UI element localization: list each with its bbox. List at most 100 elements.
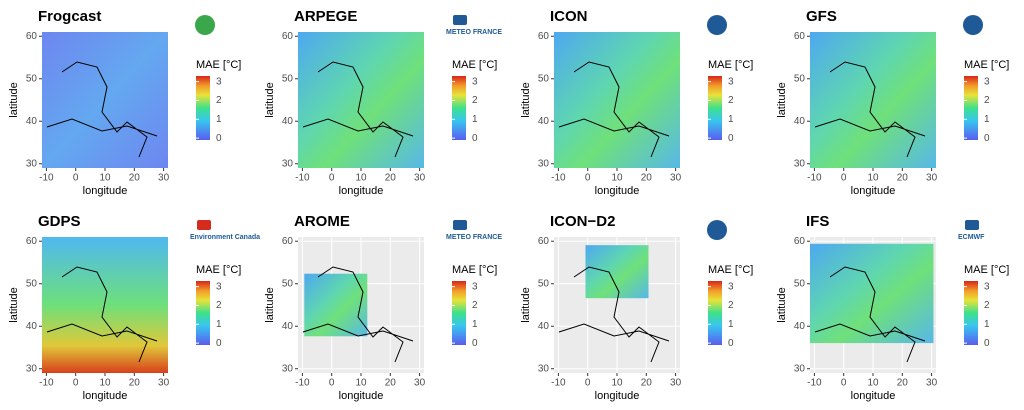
y-axis-label: latitude: [776, 287, 788, 322]
colorbar-tick-label: 1: [472, 114, 478, 125]
y-tick-label: 50: [538, 73, 550, 84]
error-field: [554, 32, 680, 168]
y-tick-label: 50: [538, 278, 550, 289]
x-tick-label: -10: [807, 378, 822, 389]
x-tick-label: 10: [611, 173, 623, 184]
panel-title: ICON: [550, 8, 588, 25]
panel-title: IFS: [806, 213, 829, 230]
x-tick-label: 30: [414, 173, 426, 184]
coastline: [558, 266, 670, 363]
colorbar: [452, 76, 466, 140]
y-tick-label: 30: [282, 158, 294, 169]
x-tick-label: 10: [99, 378, 111, 389]
y-tick-label: 60: [794, 236, 806, 247]
colorbar-tick-label: 3: [216, 76, 222, 87]
y-tick-label: 50: [26, 73, 38, 84]
y-tick-label: 40: [538, 116, 550, 127]
panel-title: ICON−D2: [550, 213, 615, 230]
colorbar-tick-label: 1: [216, 114, 222, 125]
x-axis-label: longitude: [83, 390, 128, 402]
x-tick-label: 30: [158, 173, 170, 184]
x-tick-label: 30: [414, 378, 426, 389]
panel-title: GDPS: [38, 213, 81, 230]
x-tick-label: -10: [39, 378, 54, 389]
error-field: [298, 32, 424, 168]
colorbar-tick-label: 0: [472, 133, 478, 144]
y-tick-label: 50: [794, 73, 806, 84]
colorbar-tick-label: 3: [984, 281, 990, 292]
coastline: [302, 61, 414, 158]
y-tick-label: 40: [282, 321, 294, 332]
y-tick-label: 40: [282, 116, 294, 127]
logo-text: METEO FRANCE: [446, 29, 502, 36]
x-tick-label: -10: [295, 173, 310, 184]
x-axis-label: longitude: [339, 390, 384, 402]
x-tick-label: 30: [926, 378, 938, 389]
x-tick-label: 10: [611, 378, 623, 389]
panel-title: GFS: [806, 8, 837, 25]
y-tick-label: 40: [26, 321, 38, 332]
logo-text: Environment Canada: [190, 234, 260, 241]
logo-text: ECMWF: [958, 234, 985, 241]
colorbar: [708, 281, 722, 345]
logo-icon: [965, 220, 979, 230]
colorbar-label: MAE [°C]: [196, 264, 241, 276]
y-axis-label: latitude: [776, 82, 788, 117]
y-tick-label: 30: [26, 158, 38, 169]
colorbar-tick-label: 0: [984, 133, 990, 144]
logo-icon: [707, 220, 727, 240]
y-axis-label: latitude: [520, 287, 532, 322]
x-tick-label: 30: [926, 173, 938, 184]
colorbar-tick-label: 3: [984, 76, 990, 87]
colorbar-tick-label: 1: [728, 114, 734, 125]
y-tick-label: 60: [538, 236, 550, 247]
x-axis-label: longitude: [851, 390, 896, 402]
colorbar-label: MAE [°C]: [708, 264, 753, 276]
x-axis-label: longitude: [83, 185, 128, 197]
coastline: [814, 61, 926, 158]
colorbar: [196, 281, 210, 345]
colorbar: [964, 281, 978, 345]
colorbar-tick-label: 1: [984, 319, 990, 330]
x-tick-label: 0: [73, 173, 79, 184]
logo-icon: [453, 220, 467, 230]
x-axis-label: longitude: [851, 185, 896, 197]
colorbar-label: MAE [°C]: [964, 59, 1009, 71]
panel-title: Frogcast: [38, 8, 101, 25]
colorbar-tick-label: 1: [216, 319, 222, 330]
y-axis-label: latitude: [264, 82, 276, 117]
colorbar-tick-label: 1: [984, 114, 990, 125]
x-tick-label: 10: [355, 173, 367, 184]
y-tick-label: 30: [538, 158, 550, 169]
x-tick-label: -10: [807, 173, 822, 184]
x-tick-label: 10: [99, 173, 111, 184]
colorbar-tick-label: 0: [984, 338, 990, 349]
x-tick-label: 30: [670, 173, 682, 184]
y-tick-label: 60: [794, 31, 806, 42]
y-tick-label: 50: [282, 73, 294, 84]
error-field: [42, 237, 168, 373]
x-tick-label: 20: [129, 173, 141, 184]
y-tick-label: 30: [282, 363, 294, 374]
coastline: [558, 61, 670, 158]
colorbar-tick-label: 2: [216, 300, 222, 311]
panel-title: ARPEGE: [294, 8, 357, 25]
x-tick-label: 20: [897, 173, 909, 184]
colorbar-label: MAE [°C]: [964, 264, 1009, 276]
colorbar: [708, 76, 722, 140]
x-tick-label: -10: [39, 173, 54, 184]
y-tick-label: 40: [794, 116, 806, 127]
x-tick-label: -10: [551, 378, 566, 389]
coastline: [814, 266, 926, 363]
error-field: [585, 245, 649, 299]
colorbar-tick-label: 3: [728, 76, 734, 87]
colorbar-tick-label: 3: [472, 281, 478, 292]
coastline: [46, 61, 158, 158]
colorbar: [196, 76, 210, 140]
x-tick-label: 10: [867, 378, 879, 389]
y-axis-label: latitude: [264, 287, 276, 322]
logo-icon: [707, 15, 727, 35]
x-tick-label: 20: [129, 378, 141, 389]
x-tick-label: 20: [641, 378, 653, 389]
